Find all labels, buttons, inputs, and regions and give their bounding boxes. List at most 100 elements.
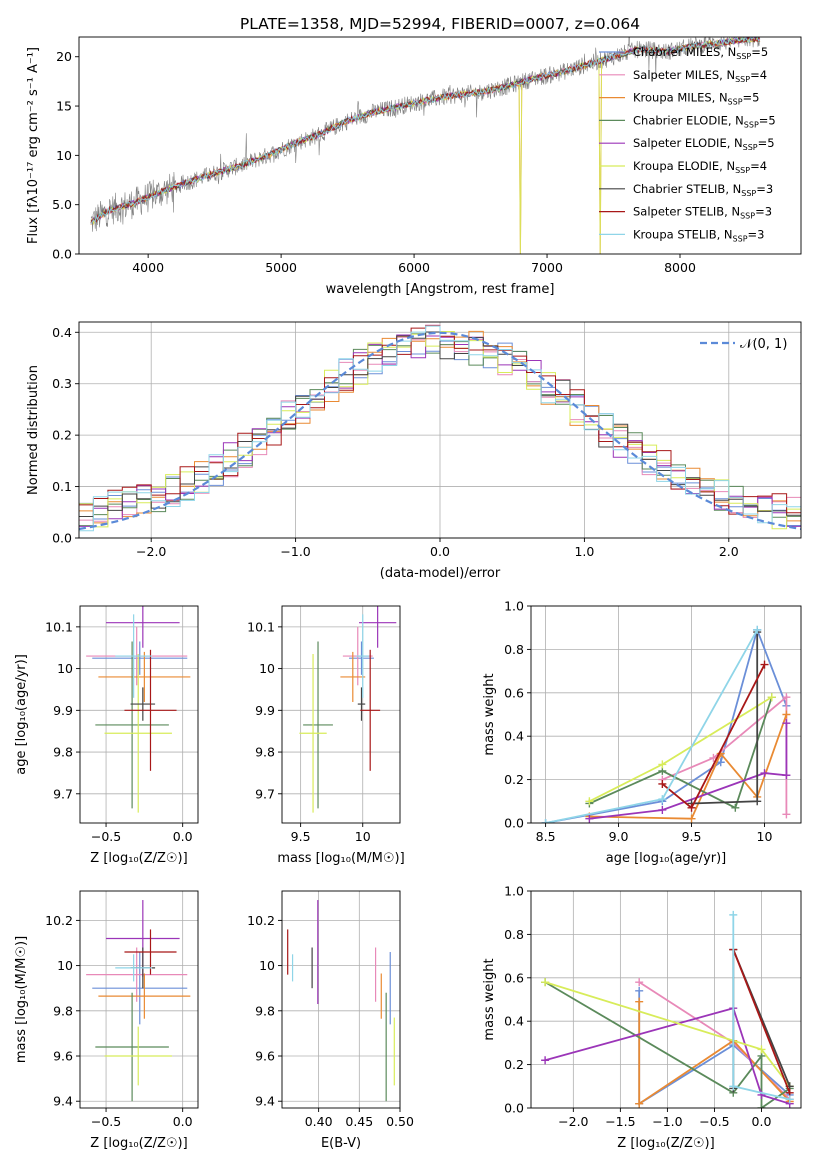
weight-series-line xyxy=(588,696,773,803)
plot-area xyxy=(541,625,791,823)
x-tick-label: 8.5 xyxy=(536,829,556,844)
y-tick-label: 9.8 xyxy=(255,1003,275,1018)
legend-entry: Salpeter ELODIE, NSSP=5 xyxy=(633,136,775,152)
x-axis-label: age [log₁₀(age/yr)] xyxy=(606,851,727,866)
weight-marker xyxy=(782,693,791,702)
axes-frame xyxy=(281,890,401,1109)
y-axis-label: Flux [fλ10⁻¹⁷ erg cm⁻² s⁻¹ A⁻¹] xyxy=(26,47,41,244)
x-tick-label: 0.50 xyxy=(386,1114,414,1129)
y-tick-label: 10 xyxy=(259,661,275,676)
y-tick-label: 0.1 xyxy=(52,479,72,494)
x-tick-label: 0.0 xyxy=(173,1114,193,1129)
y-axis-label: age [log₁₀(age/yr)] xyxy=(14,654,29,775)
x-tick-label: 0.0 xyxy=(752,1114,772,1129)
y-tick-label: 0.2 xyxy=(504,1057,524,1072)
axes-frame xyxy=(79,890,199,1109)
weight-marker xyxy=(541,978,550,987)
weight-series-line xyxy=(662,695,788,815)
x-axis-label: Z [log₁₀(Z/Z☉)] xyxy=(90,1136,187,1151)
panel-z-mass: −0.5 0.0 9.4 9.6 9.8 10 10.2 Z [log₁₀(Z/Z☉)] mas… xyxy=(14,890,199,1151)
y-tick-label: 10 xyxy=(56,148,72,163)
legend-entry: Salpeter STELIB, NSSP=3 xyxy=(633,205,772,221)
x-axis-label: Z [log₁₀(Z/Z☉)] xyxy=(617,1136,714,1151)
weight-marker xyxy=(753,797,762,806)
weight-marker xyxy=(658,760,667,769)
y-tick-label: 9.8 xyxy=(255,745,275,760)
y-axis-label: mass weight xyxy=(482,958,497,1040)
plot-area xyxy=(90,37,761,254)
weight-marker xyxy=(729,910,738,919)
weight-marker xyxy=(767,693,776,702)
weight-series-line xyxy=(589,696,773,810)
x-tick-label: 10 xyxy=(757,829,773,844)
weight-marker xyxy=(782,771,791,780)
y-tick-label: 0.6 xyxy=(504,685,524,700)
y-tick-label: 9.4 xyxy=(255,1094,275,1109)
weight-marker xyxy=(658,779,667,788)
weight-marker xyxy=(753,625,762,634)
weight-marker xyxy=(541,819,550,823)
observed-spectrum xyxy=(90,37,760,232)
model-spectrum xyxy=(90,37,760,225)
x-tick-label: 0.40 xyxy=(305,1114,333,1129)
y-tick-label: 1.0 xyxy=(504,884,524,899)
y-tick-label: 10.2 xyxy=(247,913,275,928)
y-tick-label: 0.3 xyxy=(52,376,72,391)
weight-marker xyxy=(658,805,667,814)
weight-marker xyxy=(716,758,725,767)
weight-marker xyxy=(760,660,769,669)
weight-marker xyxy=(782,810,791,819)
legend-entry: Chabrier MILES, NSSP=5 xyxy=(633,45,768,61)
x-tick-label: −0.5 xyxy=(91,1114,121,1129)
x-axis-label: mass [log₁₀(M/M☉)] xyxy=(277,851,404,866)
x-tick-label: 5000 xyxy=(265,260,297,275)
panel-z-weight: −2.0 −1.5 −1.0 −0.5 0.0 0.0 0.2 0.4 0.6 0.8 1.0 Z [… xyxy=(482,884,802,1151)
x-tick-label: 9.0 xyxy=(609,829,629,844)
y-tick-label: 9.6 xyxy=(53,1049,73,1064)
y-tick-label: 10 xyxy=(259,958,275,973)
weight-marker xyxy=(757,1104,766,1108)
x-axis-label: Z [log₁₀(Z/Z☉)] xyxy=(90,851,187,866)
weight-marker xyxy=(782,710,791,719)
x-tick-label: 0.45 xyxy=(345,1114,373,1129)
x-tick-label: 7000 xyxy=(531,260,563,275)
weight-series-line xyxy=(544,1007,790,1105)
weight-marker xyxy=(541,1056,550,1065)
y-tick-label: 10 xyxy=(57,661,73,676)
y-tick-label: 15 xyxy=(56,99,72,114)
y-tick-label: 9.8 xyxy=(53,1003,73,1018)
x-axis-label: E(B-V) xyxy=(321,1136,361,1151)
y-tick-label: 10.1 xyxy=(247,619,275,634)
weight-marker xyxy=(785,1095,794,1104)
panel-residuals: −2.0 −1.0 0.0 1.0 2.0 0.0 0.1 0.2 0.3 0.4 (data-mo… xyxy=(26,321,802,581)
legend-entry: 𝒩(0, 1) xyxy=(740,337,787,352)
weight-marker xyxy=(760,769,769,778)
y-tick-label: 10.1 xyxy=(45,619,73,634)
x-tick-label: −0.5 xyxy=(699,1114,729,1129)
weight-marker xyxy=(782,719,791,728)
legend-entry: Chabrier STELIB, NSSP=3 xyxy=(633,182,773,198)
plot-area xyxy=(86,900,191,1102)
x-tick-label: −2.0 xyxy=(558,1114,588,1129)
x-tick-label: 1.0 xyxy=(574,544,594,559)
y-tick-label: 1.0 xyxy=(504,599,524,614)
y-tick-label: 0.0 xyxy=(52,247,72,262)
panel-ebv-mass: 0.40 0.45 0.50 9.4 9.6 9.8 10 10.2 E(B-V) xyxy=(247,890,414,1151)
axes-frame xyxy=(530,605,802,824)
panel-age-weight: 8.5 9.0 9.5 10 0.0 0.2 0.4 0.6 0.8 1.0 age [log₁₀(… xyxy=(482,599,802,866)
y-tick-label: 0.4 xyxy=(504,1014,524,1029)
figure-title: PLATE=1358, MJD=52994, FIBERID=0007, z=0… xyxy=(240,15,640,33)
x-tick-label: 4000 xyxy=(132,260,164,275)
axes-frame xyxy=(79,605,199,824)
x-tick-label: 0.0 xyxy=(173,829,193,844)
axes-frame xyxy=(281,605,401,824)
weight-marker xyxy=(635,1099,644,1108)
y-tick-label: 10 xyxy=(57,958,73,973)
weight-marker xyxy=(687,803,696,812)
y-tick-label: 0.0 xyxy=(504,1101,524,1116)
x-axis-label: (data-model)/error xyxy=(380,566,501,581)
plot-area xyxy=(79,324,801,532)
weight-marker xyxy=(585,797,594,806)
x-tick-label: 10 xyxy=(355,829,371,844)
weight-marker xyxy=(687,814,696,823)
